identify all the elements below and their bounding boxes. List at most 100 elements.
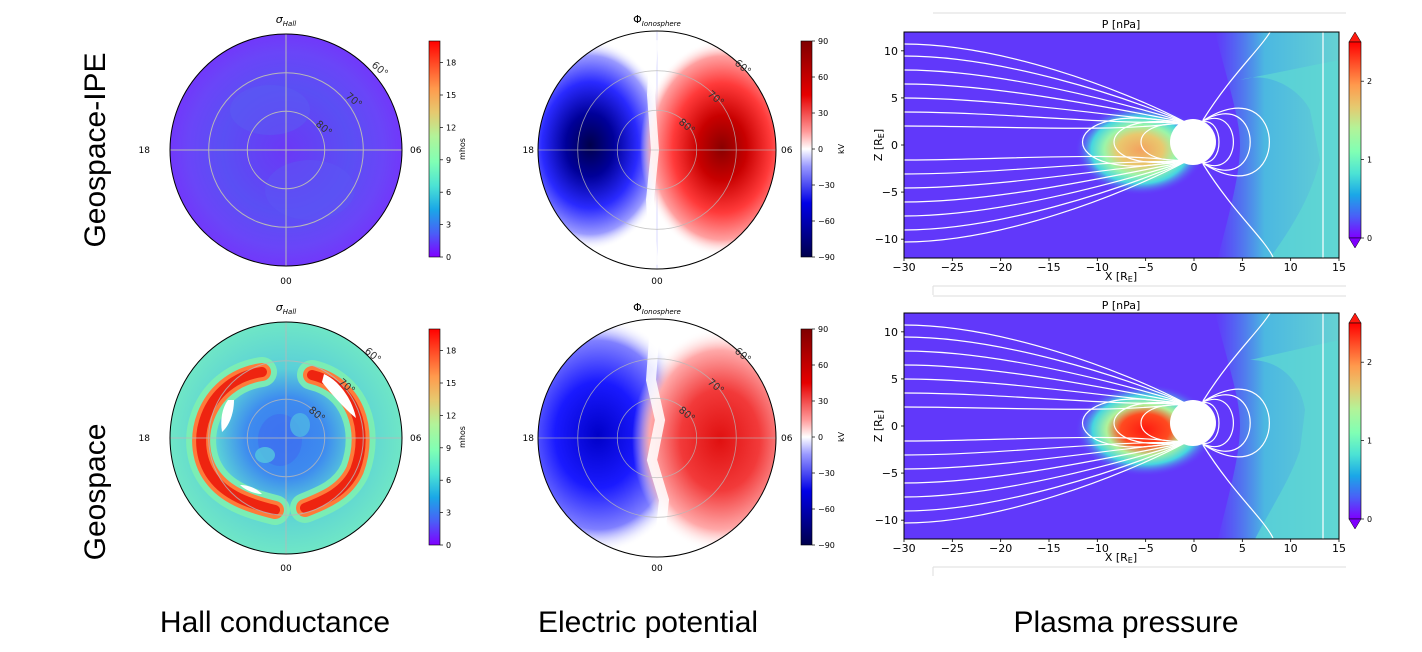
field-line bbox=[904, 160, 1186, 175]
x-tick-label: −5 bbox=[1138, 542, 1154, 555]
field-line bbox=[1202, 163, 1274, 258]
colorbar-tick-label: 30 bbox=[818, 397, 828, 406]
colorbar-label-ipe-potential: kV bbox=[837, 143, 846, 154]
mlt-label-18: 18 bbox=[139, 146, 151, 156]
y-tick-label: 5 bbox=[891, 373, 898, 386]
mlt-label-06: 06 bbox=[410, 434, 422, 444]
field-line bbox=[904, 55, 1186, 123]
colorbar-tick-label: 3 bbox=[446, 221, 451, 230]
field-line bbox=[904, 442, 1186, 484]
polar-grid bbox=[538, 70, 776, 230]
field-line bbox=[904, 324, 1186, 404]
field-line bbox=[1202, 32, 1271, 121]
field-line bbox=[904, 83, 1186, 123]
panel-title-geo-hall-sub: Hall bbox=[283, 308, 296, 316]
colorbar-tick-label: −60 bbox=[818, 217, 835, 226]
panel-title-geo-hall: σHall bbox=[276, 301, 296, 316]
field-line bbox=[904, 121, 1186, 129]
polar-grid bbox=[170, 34, 402, 266]
x-tick-label: −30 bbox=[892, 542, 915, 555]
colorbar-geo-potential bbox=[800, 328, 813, 546]
x-tick-label: −20 bbox=[989, 261, 1012, 274]
field-line bbox=[904, 161, 1186, 243]
colorbar-tick-label: 0 bbox=[446, 541, 451, 550]
panel-title-ipe-hall: σHall bbox=[276, 13, 296, 28]
colorbar-tick-label: 1 bbox=[1367, 437, 1372, 446]
field-line bbox=[1200, 113, 1251, 171]
colorbar-tick-label: −90 bbox=[818, 541, 835, 550]
ylabel-ipe-pressure: Z [RE] bbox=[872, 129, 886, 161]
x-tick-label: 0 bbox=[1191, 542, 1198, 555]
y-tick-label: 0 bbox=[891, 420, 898, 433]
mlt-label-06: 06 bbox=[781, 146, 793, 156]
x-tick-label: −25 bbox=[941, 261, 964, 274]
polar-grid bbox=[170, 322, 402, 554]
colorbar-tick-label: −30 bbox=[818, 181, 835, 190]
x-tick-label: −10 bbox=[1086, 261, 1109, 274]
x-tick-label: 10 bbox=[1284, 542, 1298, 555]
field-line bbox=[904, 436, 1186, 444]
field-line bbox=[1200, 398, 1234, 448]
polar-grid bbox=[538, 358, 776, 518]
colorbar-ipe-potential bbox=[800, 40, 813, 258]
colorbar-tick-label: 12 bbox=[446, 123, 456, 132]
colorbar-geo-hall bbox=[428, 328, 441, 546]
field-line bbox=[904, 161, 1186, 231]
x-tick-label: −15 bbox=[1037, 261, 1060, 274]
mlt-label-06: 06 bbox=[410, 146, 422, 156]
column-label-pressure: Plasma pressure bbox=[1013, 606, 1238, 639]
colorbar-tick-label: −60 bbox=[818, 505, 835, 514]
x-tick-label: −20 bbox=[989, 542, 1012, 555]
field-line bbox=[1200, 121, 1220, 163]
panel-geo-pressure: P [nPa] −30 −25 −20 −15 −10 −5 0 5 10 151050−5−10… bbox=[872, 295, 1372, 576]
hall-patch bbox=[230, 85, 310, 135]
field-line bbox=[1202, 313, 1271, 402]
y-tick-label: 10 bbox=[884, 45, 898, 58]
panel-geo-hall: σHall 18 06 bbox=[139, 301, 467, 574]
panel-title-geo-potential-sub: Ionosphere bbox=[642, 308, 681, 316]
colorbar-tick-label: 90 bbox=[818, 37, 828, 46]
y-tick-label: 10 bbox=[884, 326, 898, 339]
saturated-region bbox=[221, 400, 234, 432]
field-line bbox=[1200, 107, 1270, 177]
colorbar-tick-label: 15 bbox=[446, 379, 456, 388]
y-tick-label: −10 bbox=[875, 233, 898, 246]
colorbar-tick-label: 1 bbox=[1367, 156, 1372, 165]
panel-ipe-potential: ΦIonosphere 18 06 00 60° 70° 80° 9060300… bbox=[523, 13, 846, 287]
field-line bbox=[904, 161, 1186, 217]
field-line bbox=[1113, 121, 1184, 163]
field-line bbox=[1200, 388, 1270, 458]
y-tick-label: 5 bbox=[891, 92, 898, 105]
colorbar-tick-label: 6 bbox=[446, 476, 451, 485]
colorbar-tick-label: −90 bbox=[818, 253, 835, 262]
y-tick-label: −10 bbox=[875, 514, 898, 527]
colorbar-tick-label: −30 bbox=[818, 469, 835, 478]
mlt-label-18: 18 bbox=[139, 434, 151, 444]
field-line bbox=[1081, 398, 1184, 448]
row-label-geospace: Geospace bbox=[79, 424, 112, 561]
x-tick-label: −10 bbox=[1086, 542, 1109, 555]
y-tick-label: 0 bbox=[891, 139, 898, 152]
mlt-label-00: 00 bbox=[651, 277, 663, 287]
field-line bbox=[1140, 404, 1184, 442]
field-line bbox=[904, 442, 1186, 512]
x-tick-label: 0 bbox=[1191, 261, 1198, 274]
field-line bbox=[904, 442, 1186, 498]
colorbar-tick-label: 60 bbox=[818, 361, 828, 370]
xlabel-ipe-pressure: X [RE] bbox=[1105, 270, 1137, 284]
colorbar-tick-label: 0 bbox=[818, 433, 823, 442]
colorbar-tick-label: 18 bbox=[446, 59, 456, 68]
field-line bbox=[904, 350, 1186, 404]
mlt-label-18: 18 bbox=[523, 146, 535, 156]
colorbar-tick-label: 9 bbox=[446, 156, 451, 165]
colorbar-label-geo-hall: mhos bbox=[458, 426, 467, 448]
field-line bbox=[904, 442, 1186, 524]
field-line bbox=[904, 155, 1186, 163]
mlt-label-18: 18 bbox=[523, 434, 535, 444]
field-line bbox=[904, 392, 1186, 405]
x-tick-label: 15 bbox=[1332, 261, 1346, 274]
colorbar-tick-label: 2 bbox=[1367, 77, 1372, 86]
x-tick-label: −5 bbox=[1138, 261, 1154, 274]
x-tick-label: −30 bbox=[892, 261, 915, 274]
